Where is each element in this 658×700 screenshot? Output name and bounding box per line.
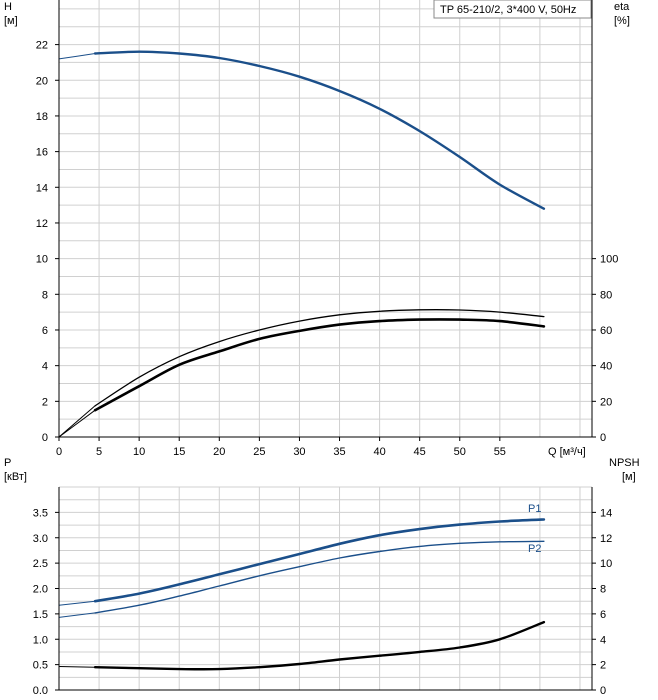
upper-left-tick-label: 20 <box>36 75 48 87</box>
upper-right-tick-label: 40 <box>600 361 612 373</box>
x-tick-label: 0 <box>56 446 62 458</box>
efficiency-curve-thin-extrapolated <box>58 405 96 438</box>
x-tick-label: 30 <box>293 446 305 458</box>
upper-left-tick-label: 10 <box>36 254 48 266</box>
upper-left-tick-label: 2 <box>42 396 48 408</box>
upper-left-tick-label: 16 <box>36 147 48 159</box>
lower-left-axis-unit: [кВт] <box>4 471 27 483</box>
upper-left-axis-label: H <box>4 1 12 13</box>
x-axis-label: Q [м³/ч] <box>548 446 586 458</box>
lower-left-tick-label: 0.5 <box>33 660 48 672</box>
efficiency-curve-thick <box>93 318 546 412</box>
lower-right-tick-label: 14 <box>600 507 612 519</box>
upper-right-tick-label: 100 <box>600 254 618 266</box>
curves <box>58 50 546 671</box>
upper-right-tick-label: 20 <box>600 396 612 408</box>
legend-box <box>433 0 592 19</box>
head-curve <box>93 50 546 210</box>
lower-right-axis-label: NPSH <box>609 457 640 469</box>
upper-left-tick-label: 14 <box>36 182 48 194</box>
lower-right-tick-label: 4 <box>600 634 606 646</box>
lower-left-tick-label: 1.0 <box>33 634 48 646</box>
x-tick-label: 35 <box>333 446 345 458</box>
lower-right-tick-label: 6 <box>600 609 606 621</box>
upper-left-tick-label: 0 <box>42 432 48 444</box>
lower-left-tick-label: 3.0 <box>33 533 48 545</box>
head-curve-extrapolated <box>58 53 96 60</box>
lower-right-tick-label: 12 <box>600 533 612 545</box>
upper-right-axis-unit: [%] <box>614 15 630 27</box>
lower-right-tick-label: 10 <box>600 558 612 570</box>
p1-power-curve <box>93 518 546 603</box>
x-tick-label: 45 <box>414 446 426 458</box>
lower-grid <box>59 486 592 690</box>
lower-right-tick-label: 8 <box>600 584 606 596</box>
lower-left-axis-label: P <box>4 457 11 469</box>
upper-left-tick-label: 12 <box>36 218 48 230</box>
x-tick-label: 40 <box>373 446 385 458</box>
upper-left-axis-unit: [м] <box>4 15 18 27</box>
upper-right-tick-label: 80 <box>600 289 612 301</box>
efficiency-curve-thin <box>94 309 545 407</box>
lower-right-tick-label: 2 <box>600 660 606 672</box>
p2-power-curve <box>94 540 545 614</box>
npsh-curve <box>93 620 546 671</box>
series-label-p2: P2 <box>528 543 541 555</box>
efficiency-curve-thick-extrapolated <box>58 409 96 438</box>
lower-right-axis-unit: [м] <box>622 471 636 483</box>
upper-right-tick-label: 60 <box>600 325 612 337</box>
lower-left-tick-label: 3.5 <box>33 507 48 519</box>
lower-left-tick-label: 2.5 <box>33 558 48 570</box>
upper-left-tick-label: 6 <box>42 325 48 337</box>
series-label-p1: P1 <box>528 503 541 515</box>
x-tick-label: 15 <box>173 446 185 458</box>
x-tick-label: 55 <box>494 446 506 458</box>
upper-grid <box>59 0 592 437</box>
upper-left-tick-label: 4 <box>42 361 48 373</box>
lower-left-tick-label: 1.5 <box>33 609 48 621</box>
lower-left-tick-label: 2.0 <box>33 584 48 596</box>
x-tick-label: 5 <box>96 446 102 458</box>
upper-left-tick-label: 8 <box>42 289 48 301</box>
npsh-curve-extrapolated <box>58 666 96 668</box>
x-tick-label: 50 <box>454 446 466 458</box>
lower-right-tick-label: 0 <box>600 685 606 697</box>
lower-left-tick-label: 0.0 <box>33 685 48 697</box>
x-tick-label: 20 <box>213 446 225 458</box>
p1-power-curve-extrapolated <box>58 600 96 606</box>
axes <box>55 0 596 691</box>
legend-text: TP 65-210/2, 3*400 V, 50Hz <box>440 4 576 16</box>
p2-power-curve-extrapolated <box>58 612 96 618</box>
x-tick-label: 25 <box>253 446 265 458</box>
upper-left-tick-label: 22 <box>36 40 48 52</box>
upper-left-tick-label: 18 <box>36 111 48 123</box>
upper-right-axis-label: eta <box>614 1 630 13</box>
x-tick-label: 10 <box>133 446 145 458</box>
upper-right-tick-label: 0 <box>600 432 606 444</box>
